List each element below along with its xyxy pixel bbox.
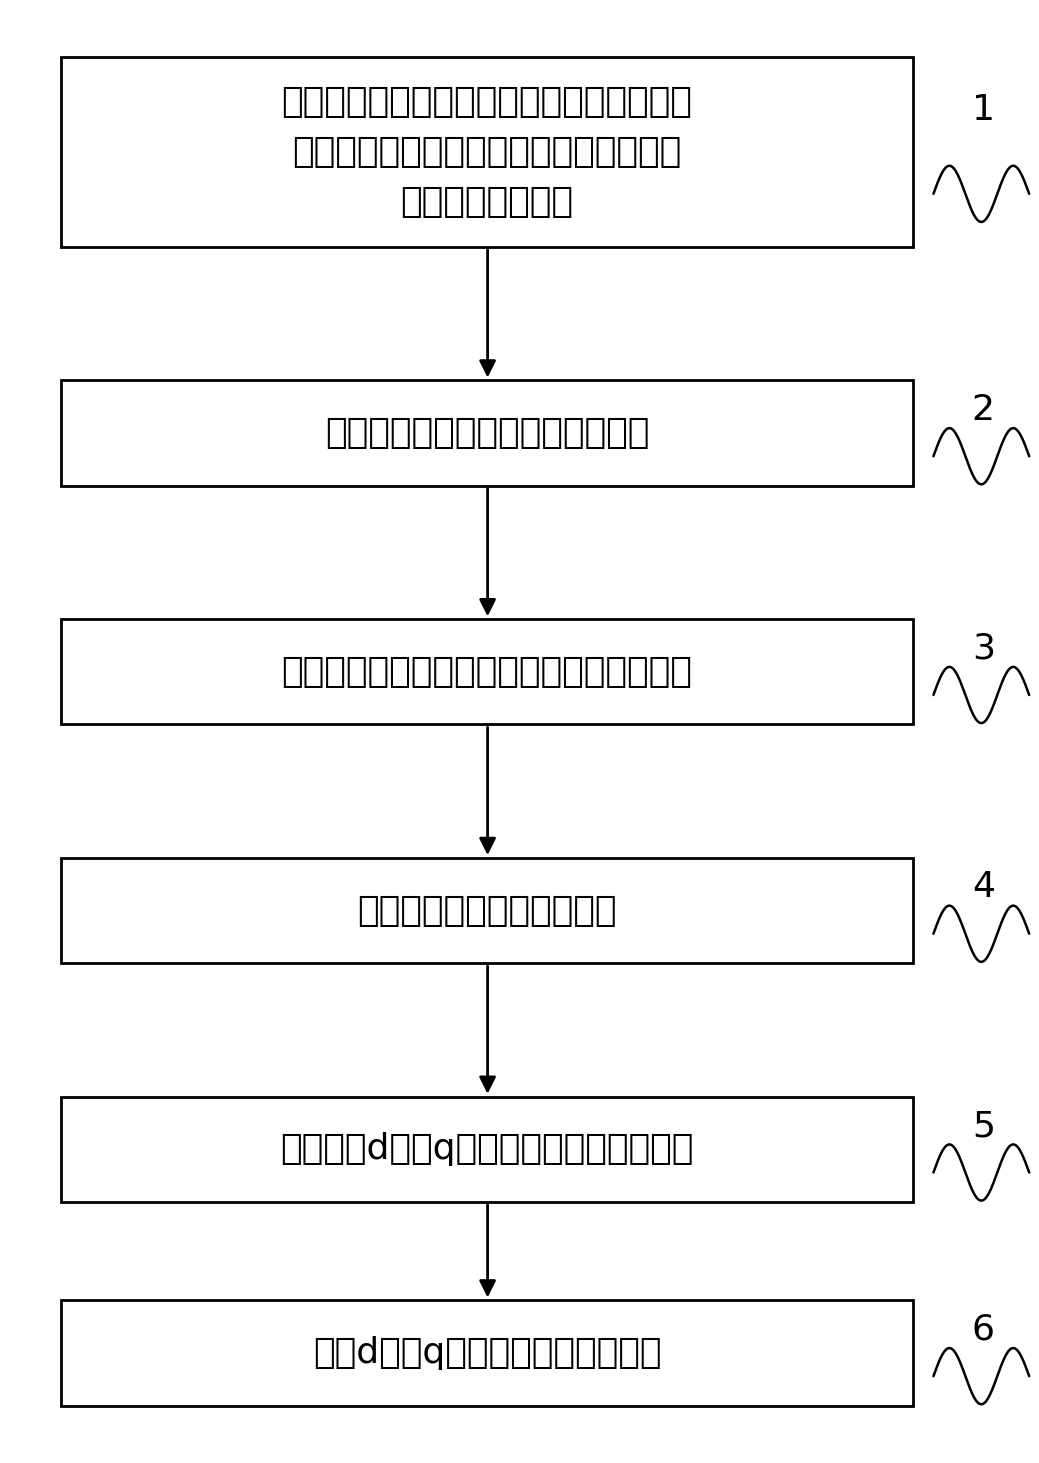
Bar bbox=[60, 1301, 913, 1406]
Text: 5: 5 bbox=[971, 1109, 994, 1143]
Text: 1: 1 bbox=[971, 94, 994, 127]
Text: 计算电机的频域阻抗表达式: 计算电机的频域阻抗表达式 bbox=[357, 894, 617, 928]
Bar bbox=[60, 380, 913, 486]
Text: 2: 2 bbox=[971, 394, 994, 427]
Text: 利用上述通解形式拟合各电枢电流响应信号: 利用上述通解形式拟合各电枢电流响应信号 bbox=[282, 655, 693, 689]
Text: 计算电机d轴与q轴的频域运算电感表达式: 计算电机d轴与q轴的频域运算电感表达式 bbox=[281, 1132, 694, 1166]
Text: 4: 4 bbox=[971, 870, 994, 904]
Bar bbox=[60, 857, 913, 963]
Text: 计算d轴与q轴各阶电抗和时间常数: 计算d轴与q轴各阶电抗和时间常数 bbox=[313, 1336, 662, 1369]
Bar bbox=[60, 619, 913, 724]
Bar bbox=[60, 57, 913, 247]
Text: 6: 6 bbox=[971, 1312, 994, 1347]
Text: 获取电枢电流响应的时域通解形式: 获取电枢电流响应的时域通解形式 bbox=[325, 415, 649, 451]
Bar bbox=[60, 1097, 913, 1203]
Text: 保持电机静止，励磁绕组短接，在电枢端的
两相间施加直流阶跃电压信号，获取相应
电枢电流响应信号: 保持电机静止，励磁绕组短接，在电枢端的 两相间施加直流阶跃电压信号，获取相应 电… bbox=[282, 85, 693, 219]
Text: 3: 3 bbox=[971, 632, 994, 666]
